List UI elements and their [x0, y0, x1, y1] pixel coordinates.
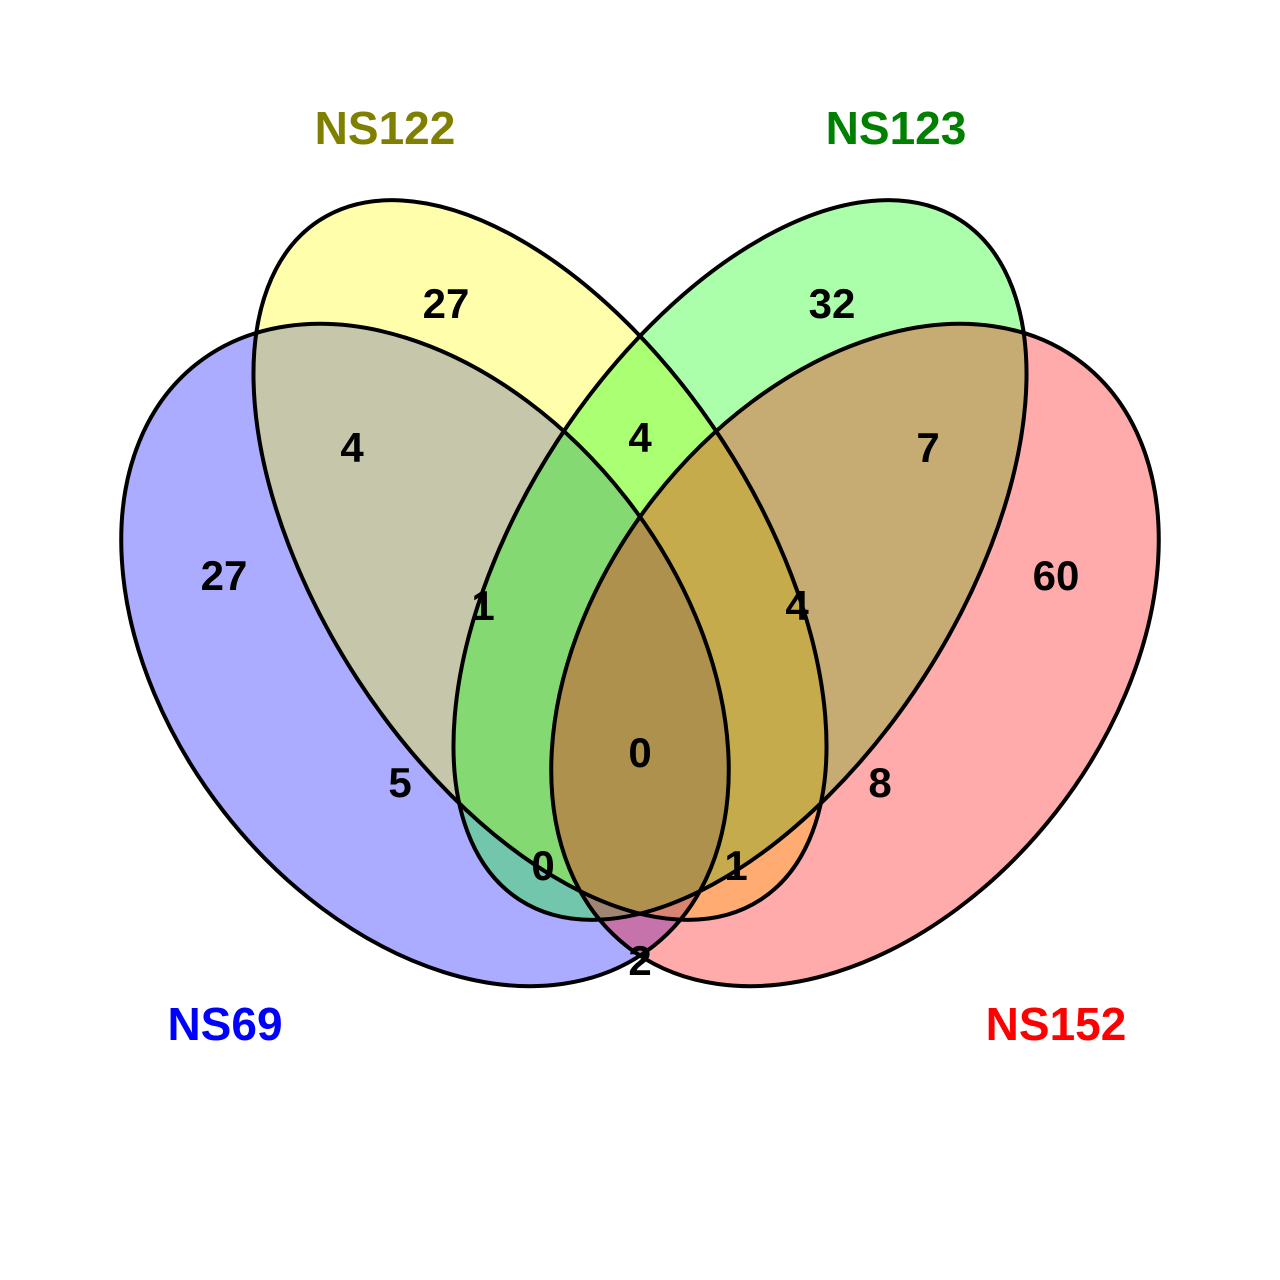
ellipse-ns69-fill: [121, 323, 729, 987]
count-ns122-ns152: 8: [868, 759, 891, 806]
count-ns123-only: 32: [809, 280, 856, 327]
count-ns69-only: 27: [201, 552, 248, 599]
set-label-ns69: NS69: [167, 998, 282, 1050]
set-labels: NS69 NS122 NS123 NS152: [167, 102, 1126, 1050]
ellipse-ns123-fill: [453, 200, 1027, 920]
ellipse-ns69-outline: [119, 321, 731, 989]
count-ns69-ns152: 2: [628, 937, 651, 984]
set-outlines: [119, 198, 1161, 989]
ellipse-ns122-fill: [253, 200, 827, 920]
count-ns69-ns123-ns152: 0: [531, 842, 554, 889]
set-label-ns122: NS122: [315, 102, 456, 154]
count-ns69-ns122-ns123: 1: [471, 582, 494, 629]
set-label-ns152: NS152: [986, 998, 1127, 1050]
count-ns122-ns123-ns152: 4: [785, 582, 809, 629]
count-ns69-ns122: 4: [340, 424, 364, 471]
ellipse-ns152-outline: [549, 321, 1161, 989]
count-ns122-ns123: 4: [628, 414, 652, 461]
count-ns152-only: 60: [1033, 552, 1080, 599]
count-ns69-ns122-ns152: 1: [724, 842, 747, 889]
count-ns123-ns152: 7: [916, 424, 939, 471]
count-ns69-ns123: 5: [388, 759, 411, 806]
count-all-four: 0: [628, 729, 651, 776]
ellipse-ns122-outline: [251, 198, 829, 922]
region-counts: 27 27 32 60 4 4 7 1 4 5 0 8 0 1 2: [201, 280, 1080, 984]
set-fills: [121, 200, 1159, 987]
count-ns122-only: 27: [423, 280, 470, 327]
ellipse-ns152-fill: [551, 323, 1159, 987]
set-label-ns123: NS123: [826, 102, 967, 154]
ellipse-ns123-outline: [451, 198, 1029, 922]
